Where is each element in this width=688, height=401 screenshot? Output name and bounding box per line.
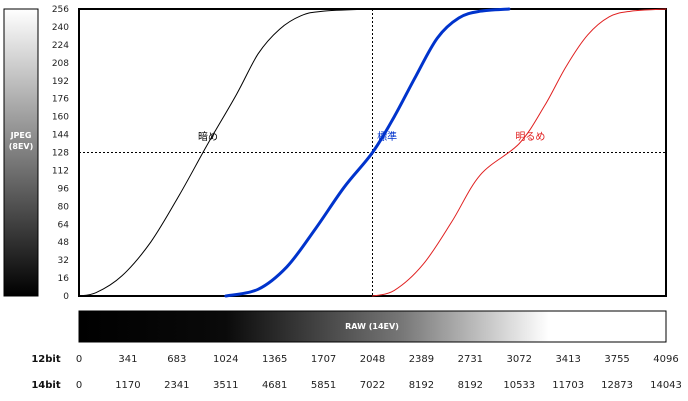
- x-tick-label: 1170: [115, 380, 140, 391]
- x-tick-label: 1365: [262, 354, 287, 365]
- raw-axis-label: RAW (14EV): [345, 322, 399, 331]
- y-tick-label: 64: [58, 220, 70, 230]
- y-tick-label: 16: [58, 274, 70, 284]
- x-tick-label: 3755: [604, 354, 629, 365]
- y-tick-label: 192: [52, 77, 69, 87]
- y-tick-label: 80: [58, 202, 70, 212]
- x-tick-label: 683: [167, 354, 186, 365]
- y-tick-label: 240: [52, 23, 69, 33]
- x-tick-label: 0: [76, 354, 82, 365]
- x-row-label: 14bit: [31, 380, 61, 391]
- x-tick-label: 2048: [360, 354, 385, 365]
- y-tick-label: 128: [52, 149, 69, 159]
- x-tick-label: 7022: [360, 380, 385, 391]
- y-tick-label: 96: [58, 184, 70, 194]
- y-tick-label: 0: [63, 292, 69, 302]
- y-tick-label: 112: [52, 166, 69, 176]
- y-tick-label: 256: [52, 5, 69, 15]
- y-tick-label: 48: [58, 238, 70, 248]
- y-axis-label-line: (8EV): [9, 142, 34, 151]
- curves: [78, 7, 667, 298]
- x-tick-label: 3511: [213, 380, 238, 391]
- y-tick-label: 144: [52, 131, 69, 141]
- curve-labels: 暗め 標準 明るめ: [198, 130, 545, 143]
- curve-label-dark: 暗め: [198, 130, 218, 143]
- x-tick-label: 3413: [555, 354, 580, 365]
- x-tick-label: 14043: [650, 380, 682, 391]
- x-tick-label: 4096: [653, 354, 678, 365]
- y-tick-label: 208: [52, 59, 69, 69]
- y-tick-label: 176: [52, 95, 69, 105]
- x-tick-label: 2389: [409, 354, 434, 365]
- x-tick-label: 1707: [311, 354, 336, 365]
- x-tick-label: 5851: [311, 380, 336, 391]
- x-tick-label: 10533: [503, 380, 535, 391]
- jpeg-axis-label: JPEG (8EV): [9, 131, 34, 151]
- curve-label-standard: 標準: [377, 130, 397, 143]
- curve-dark: [78, 8, 373, 297]
- x-tick-label: 1024: [213, 354, 238, 365]
- x-tick-label: 2341: [164, 380, 189, 391]
- jpeg-gradient-bar: [3, 8, 39, 297]
- x-tick-label: 11703: [552, 380, 584, 391]
- x-tick-label: 2731: [458, 354, 483, 365]
- y-axis-ticks: 0 16 32 48 64 80 96 112 128 144 160 176 192 208 224 240…: [52, 5, 69, 302]
- curve-bright: [372, 8, 667, 297]
- y-tick-label: 32: [58, 256, 69, 266]
- x-tick-label: 12873: [601, 380, 633, 391]
- x-tick-label: 341: [118, 354, 137, 365]
- raw-gradient-bar: [78, 310, 667, 343]
- x-tick-label: 8192: [458, 380, 483, 391]
- y-axis-label-line: JPEG: [10, 131, 32, 140]
- curve-label-bright: 明るめ: [515, 131, 545, 143]
- x-axis-rows: 12bit 0 341 683 1024 1365 1707 2048 2389 2731 3072…: [31, 354, 682, 391]
- y-tick-label: 160: [52, 113, 69, 123]
- x-tick-label: 0: [76, 380, 82, 391]
- x-tick-label: 4681: [262, 380, 287, 391]
- x-tick-label: 3072: [507, 354, 532, 365]
- x-row-label: 12bit: [31, 354, 61, 365]
- curve-standard: [224, 7, 511, 298]
- y-tick-label: 224: [52, 41, 69, 51]
- x-tick-label: 8192: [409, 380, 434, 391]
